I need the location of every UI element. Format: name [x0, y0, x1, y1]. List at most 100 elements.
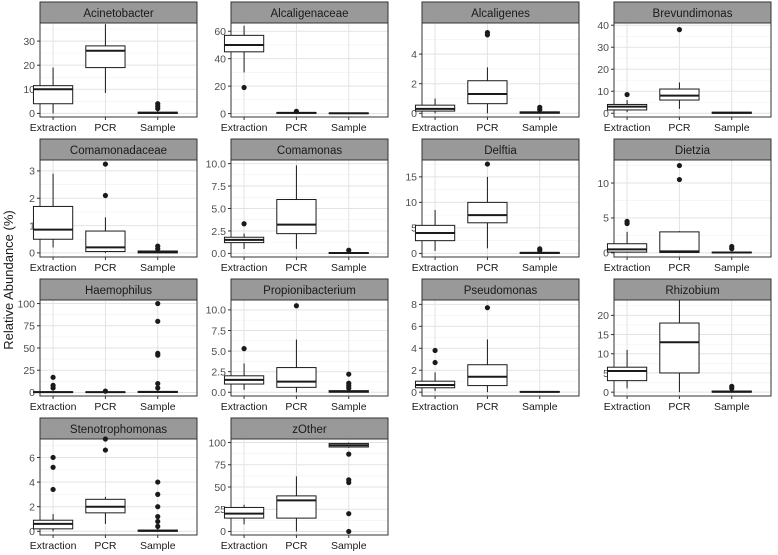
- strip-label-dietzia: Dietzia: [675, 145, 711, 157]
- outlier-point: [241, 221, 247, 227]
- y-tick-label: 2.5: [211, 226, 226, 238]
- box-dietzia-pcr: [659, 162, 700, 253]
- box-rhizobium-sample: [711, 383, 752, 393]
- strip-label-haemophilus: Haemophilus: [85, 285, 152, 297]
- y-tick-label: 25: [214, 504, 226, 516]
- panel-alcaligenaceae: Alcaligenaceae 0 20 40 60 Extraction PCR Sample: [214, 1, 389, 134]
- x-tick-label: Extraction: [221, 122, 268, 134]
- x-tick-label: Sample: [140, 262, 176, 274]
- box-iqr: [276, 199, 317, 235]
- y-tick-label: 20: [597, 310, 609, 322]
- y-tick-label: 5: [603, 213, 609, 225]
- y-tick-label: 0: [29, 526, 35, 538]
- y-tick-label: 60: [214, 26, 226, 38]
- box-rhizobium-extraction: [606, 349, 648, 389]
- y-tick-label: 0: [603, 248, 609, 260]
- box-delftia-pcr: [467, 161, 508, 249]
- box-delftia-extraction: [414, 210, 456, 251]
- y-tick-label: 4: [411, 343, 417, 355]
- strip-label-comamonas: Comamonas: [277, 145, 342, 157]
- y-tick-label: 2: [29, 193, 35, 205]
- box-comamonadaceae-pcr: [85, 161, 126, 253]
- box-propionibacterium-extraction: [223, 346, 265, 390]
- y-tick-label: 7.5: [211, 325, 226, 337]
- y-tick-label: 2: [411, 78, 417, 90]
- outlier-point: [676, 176, 683, 183]
- box-alcaligenes-extraction: [414, 98, 456, 114]
- y-tick-label: 50: [214, 482, 226, 494]
- outlier-point: [102, 447, 109, 453]
- x-tick-label: Sample: [522, 262, 558, 274]
- y-tick-label: 20: [23, 60, 35, 72]
- box-propionibacterium-sample: [328, 371, 369, 393]
- x-tick-label: Extraction: [30, 401, 77, 413]
- x-tick-label: Sample: [714, 122, 750, 134]
- outlier-point: [293, 108, 300, 114]
- box-rhizobium-pcr: [659, 300, 700, 393]
- y-tick-label: 0: [29, 108, 35, 120]
- y-axis-label: Relative Abundance (%): [1, 210, 16, 349]
- panel-comamonadaceae: Comamonadaceae 0 1 2 3 Extraction PCR Sample: [29, 138, 198, 274]
- y-tick-label: 5.0: [211, 346, 226, 358]
- y-tick-label: 100: [208, 437, 226, 449]
- box-iqr: [85, 45, 126, 69]
- panel-delftia: Delftia 0 5 10 15 Extraction PCR Sample: [405, 138, 580, 274]
- y-tick-label: 10: [597, 86, 609, 98]
- y-tick-label: 0: [29, 387, 35, 399]
- outlier-point: [346, 451, 352, 457]
- box-pseudomonas-pcr: [467, 305, 508, 393]
- strip-label-alcaligenes: Alcaligenes: [471, 8, 530, 20]
- outlier-point: [50, 464, 56, 470]
- box-dietzia-extraction: [606, 218, 648, 253]
- y-tick-label: 6: [29, 452, 35, 464]
- box-delftia-sample: [519, 246, 560, 254]
- panel-propionibacterium: Propionibacterium 0.0 2.5 5.0 7.5 10.0 Extract…: [206, 278, 389, 413]
- box-iqr: [85, 230, 126, 253]
- y-tick-label: 0: [220, 526, 226, 538]
- panel-dietzia: Dietzia 0 5 10 Extraction PCR Sample: [597, 138, 772, 274]
- y-tick-label: 0: [411, 248, 417, 260]
- strip-label-acinetobacter: Acinetobacter: [83, 8, 153, 20]
- x-tick-label: Extraction: [412, 401, 459, 413]
- box-iqr: [276, 367, 317, 388]
- box-brevundimonas-sample: [711, 111, 752, 114]
- x-tick-label: Extraction: [221, 262, 268, 274]
- outlier-point: [241, 84, 247, 91]
- outlier-point: [484, 161, 491, 167]
- box-comamonas-sample: [328, 247, 369, 254]
- box-comamonadaceae-sample: [137, 243, 178, 254]
- x-tick-label: Extraction: [604, 401, 651, 413]
- outlier-point: [624, 91, 630, 98]
- outlier-point: [155, 504, 161, 510]
- box-alcaligenaceae-extraction: [223, 25, 265, 91]
- outlier-point: [729, 383, 735, 389]
- outlier-point: [346, 511, 352, 517]
- outlier-point: [346, 380, 352, 386]
- y-tick-label: 6: [411, 321, 417, 333]
- outlier-point: [155, 518, 161, 525]
- strip-label-propionibacterium: Propionibacterium: [263, 285, 356, 297]
- outlier-point: [155, 300, 161, 307]
- y-tick-label: 40: [597, 20, 609, 32]
- outlier-point: [102, 192, 109, 199]
- outlier-point: [155, 479, 161, 485]
- panel-alcaligenes: Alcaligenes 0 2 4 Extraction PCR Sample: [411, 1, 580, 134]
- box-zother-extraction: [223, 504, 265, 525]
- y-tick-label: 75: [23, 321, 35, 333]
- outlier-point: [155, 101, 161, 107]
- x-tick-label: PCR: [285, 540, 308, 552]
- y-tick-label: 7.5: [211, 181, 226, 193]
- y-tick-label: 25: [23, 365, 35, 377]
- strip-label-zother: zOther: [292, 424, 327, 436]
- y-tick-label: 15: [597, 329, 609, 341]
- box-alcaligenaceae-sample: [328, 112, 369, 115]
- outlier-point: [102, 436, 109, 442]
- y-tick-label: 8: [411, 299, 417, 311]
- x-tick-label: PCR: [668, 401, 691, 413]
- y-tick-label: 30: [23, 36, 35, 48]
- box-haemophilus-pcr: [85, 388, 126, 394]
- box-dietzia-sample: [711, 243, 752, 254]
- outlier-point: [155, 491, 161, 497]
- box-iqr: [606, 243, 648, 253]
- x-tick-label: Sample: [522, 122, 558, 134]
